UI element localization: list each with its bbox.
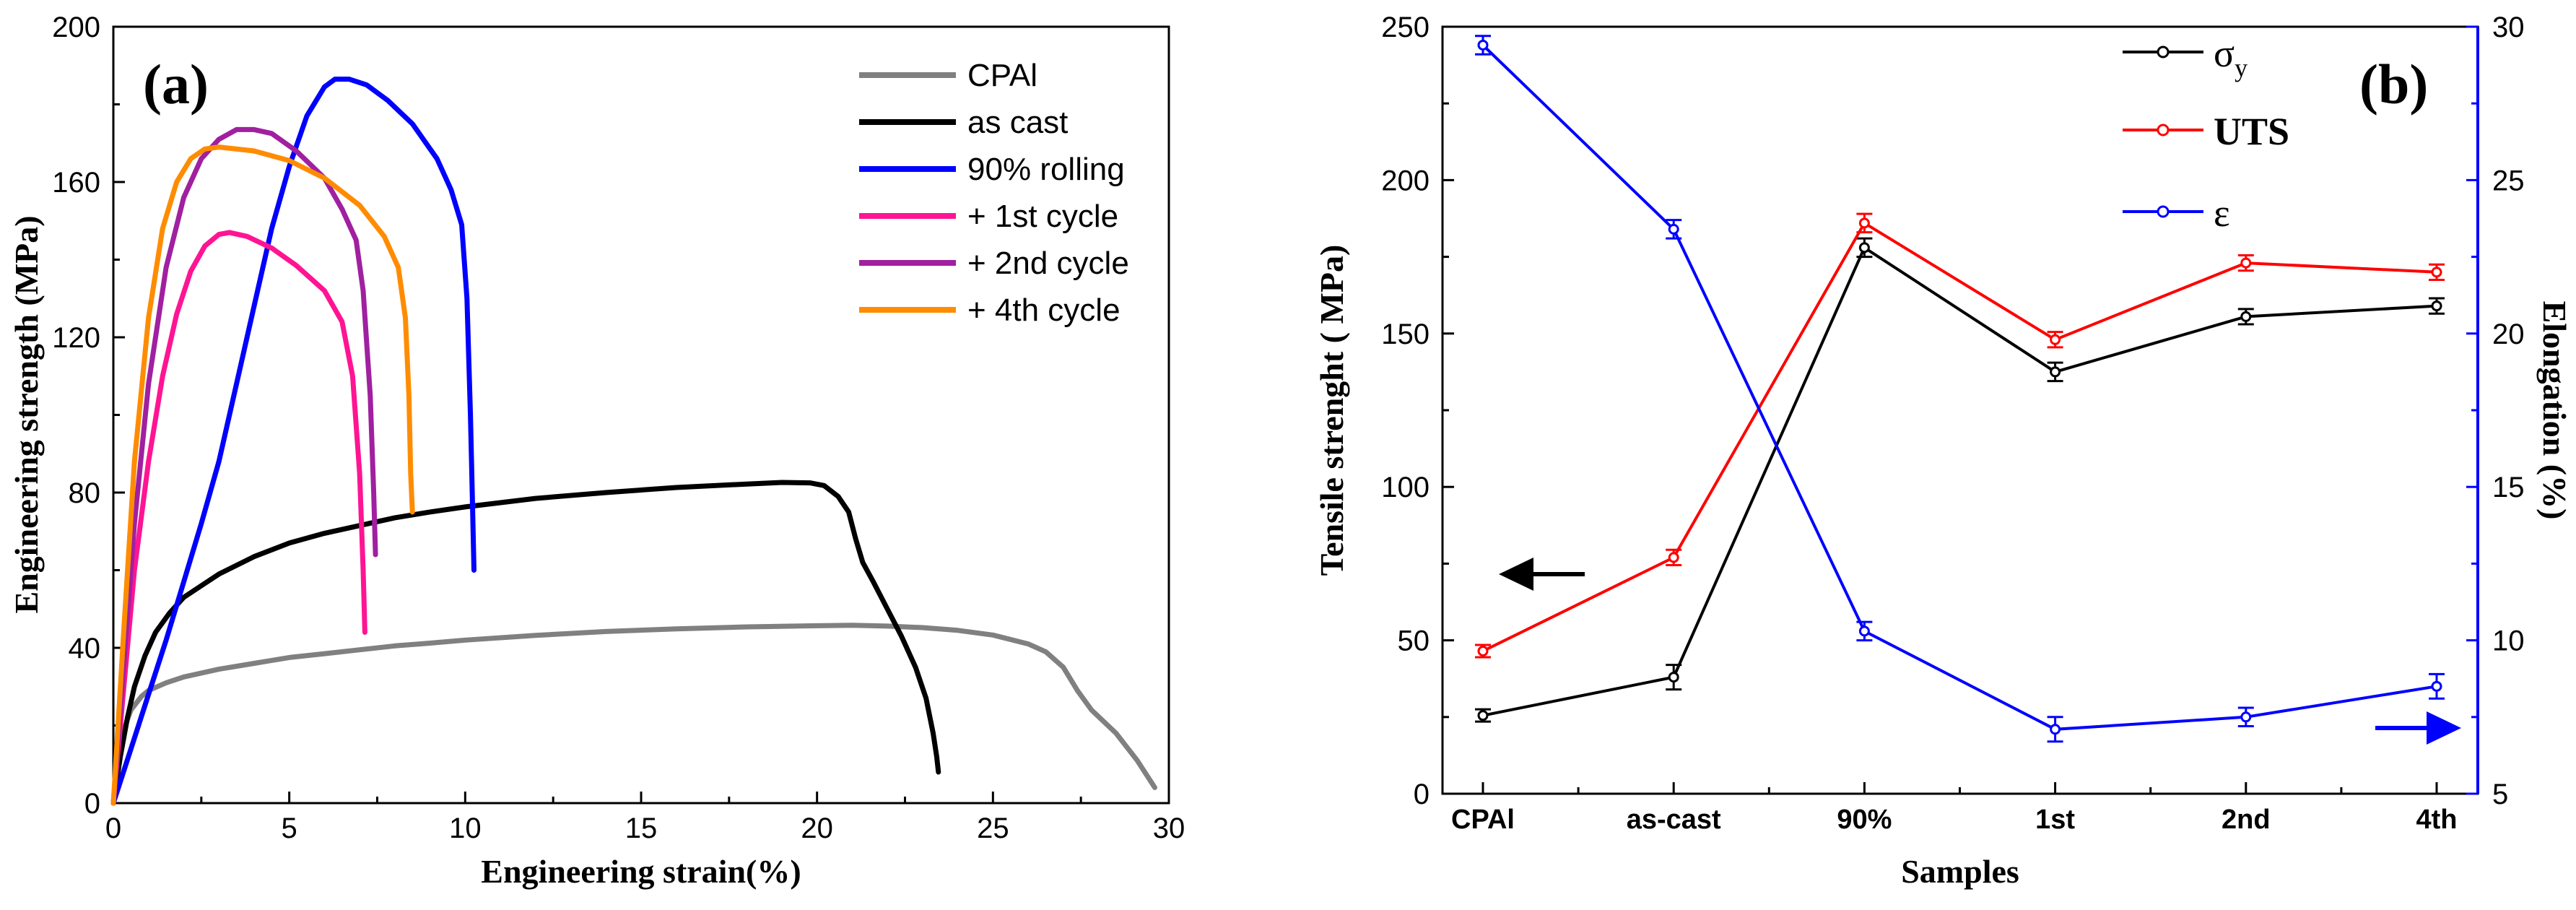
- data-point-epsilon: [1668, 223, 1679, 235]
- y-right-tick-label: 5: [2492, 779, 2508, 810]
- y-right-tick-label: 20: [2492, 318, 2525, 350]
- x-tick-label: 5: [282, 812, 297, 844]
- x-tick-label: 10: [449, 812, 482, 844]
- category-label: 1st: [2035, 805, 2075, 835]
- legend-label-sigma-y: σy: [2214, 32, 2248, 82]
- category-label: as-cast: [1627, 805, 1721, 835]
- data-point-uts: [1858, 217, 1870, 229]
- panel-b-plot-frame: [1441, 25, 2479, 795]
- data-point-epsilon: [2050, 724, 2061, 735]
- panel-a-label: (a): [143, 53, 209, 116]
- panel-a-xlabel: Engineering strain(%): [481, 853, 801, 890]
- category-label: 90%: [1837, 805, 1892, 835]
- y-tick-label: 80: [69, 477, 101, 509]
- legend-marker-epsilon: [2157, 205, 2170, 218]
- y-tick-label: 200: [52, 12, 100, 43]
- data-point-sigma-y: [1858, 242, 1870, 254]
- legend-label-1st-cycle: + 1st cycle: [967, 199, 1118, 234]
- x-tick-label: 0: [105, 812, 121, 844]
- data-point-epsilon: [1477, 39, 1489, 51]
- y-right-tick-label: 25: [2492, 165, 2525, 196]
- data-point-epsilon: [2431, 680, 2442, 692]
- data-point-sigma-y: [2431, 300, 2442, 312]
- y-right-tick-label: 30: [2492, 12, 2525, 43]
- panel-a-legend: CPAl as cast 90% rolling + 1st cycle + 2nd c…: [859, 58, 1129, 328]
- panel-b-series: [1475, 35, 2445, 743]
- y-left-tick-label: 0: [1414, 779, 1430, 810]
- panel-a-plot-frame: [112, 25, 1170, 805]
- data-point-uts: [2431, 266, 2442, 278]
- x-tick-label: 30: [1153, 812, 1185, 844]
- panel-b-ticks: CPAl as-cast 90% 1st 2nd 4th 0 50 100 150 200 250 5 1…: [1381, 12, 2524, 835]
- legend-label-as-cast: as cast: [967, 105, 1068, 140]
- y-left-tick-label: 250: [1381, 12, 1430, 43]
- category-label: CPAl: [1451, 805, 1515, 835]
- data-point-epsilon: [1858, 625, 1870, 637]
- panel-b-legend: σy UTS ε: [2123, 32, 2289, 235]
- legend-label-4th-cycle: + 4th cycle: [967, 292, 1121, 328]
- panel-a-ylabel: Engineering strength (MPa): [8, 215, 45, 613]
- y-tick-label: 160: [52, 167, 100, 199]
- panel-a-chart: 0 5 10 15 20 25 30 0 40 80 120 160 200 CPAl as cast 90…: [8, 12, 1185, 890]
- series-line-sigma-y: [1482, 245, 2437, 717]
- panel-b-xlabel: Samples: [1901, 853, 2019, 890]
- legend-label-2nd-cycle: + 2nd cycle: [967, 246, 1129, 281]
- series-line-2nd-cycle: [110, 126, 378, 806]
- data-point-uts: [1477, 645, 1489, 656]
- y-tick-label: 0: [84, 788, 100, 820]
- right-axis-arrow: [2375, 711, 2461, 745]
- series-line-cpal: [110, 623, 1157, 806]
- category-label: 2nd: [2222, 805, 2271, 835]
- legend-label-cpal: CPAl: [967, 58, 1037, 93]
- series-line-90-rolling: [110, 77, 477, 806]
- panel-b-label: (b): [2359, 53, 2428, 116]
- y-tick-label: 40: [69, 633, 101, 664]
- series-line-4th-cycle: [110, 144, 415, 806]
- legend-label-uts: UTS: [2214, 110, 2289, 153]
- data-point-uts: [2240, 257, 2252, 269]
- panel-a-ticks: 0 5 10 15 20 25 30 0 40 80 120 160 200: [52, 12, 1185, 844]
- data-point-sigma-y: [2050, 366, 2061, 378]
- data-point-epsilon: [2240, 711, 2252, 723]
- data-point-uts: [2050, 334, 2061, 345]
- left-axis-arrow-head: [1499, 558, 1533, 591]
- panel-b-ylabel-left: Tensile strenght ( MPa): [1313, 245, 1350, 576]
- x-tick-label: 20: [801, 812, 833, 844]
- legend-label-epsilon: ε: [2214, 191, 2230, 235]
- left-axis-arrow: [1499, 558, 1585, 591]
- legend-label-90-rolling: 90% rolling: [967, 152, 1125, 187]
- legend-marker-sigma-y: [2157, 46, 2170, 58]
- y-tick-label: 120: [52, 322, 100, 354]
- panel-a-series: [110, 77, 1157, 806]
- y-left-tick-label: 150: [1381, 318, 1430, 350]
- series-line-uts: [1482, 221, 2437, 653]
- data-point-sigma-y: [1668, 672, 1679, 683]
- data-point-sigma-y: [1477, 710, 1489, 722]
- legend-marker-uts: [2157, 124, 2170, 136]
- x-tick-label: 25: [977, 812, 1009, 844]
- y-left-tick-label: 50: [1398, 625, 1430, 657]
- data-point-sigma-y: [2240, 311, 2252, 322]
- x-tick-label: 15: [625, 812, 658, 844]
- category-label: 4th: [2416, 805, 2458, 835]
- data-point-uts: [1668, 552, 1679, 563]
- legend-subscript: y: [2235, 53, 2248, 82]
- series-line-1st-cycle: [110, 230, 367, 806]
- panel-b-chart: CPAl as-cast 90% 1st 2nd 4th 0 50 100 150 200 250 5 1…: [1313, 12, 2573, 890]
- series-line-epsilon: [1481, 44, 2437, 731]
- right-axis-arrow-head: [2427, 711, 2461, 745]
- y-right-tick-label: 15: [2492, 472, 2525, 503]
- series-line-as-cast: [110, 480, 941, 806]
- panel-b-ylabel-right: Elongation (%): [2536, 301, 2573, 520]
- y-left-tick-label: 100: [1381, 472, 1430, 503]
- y-right-tick-label: 10: [2492, 625, 2525, 657]
- y-left-tick-label: 200: [1381, 165, 1430, 196]
